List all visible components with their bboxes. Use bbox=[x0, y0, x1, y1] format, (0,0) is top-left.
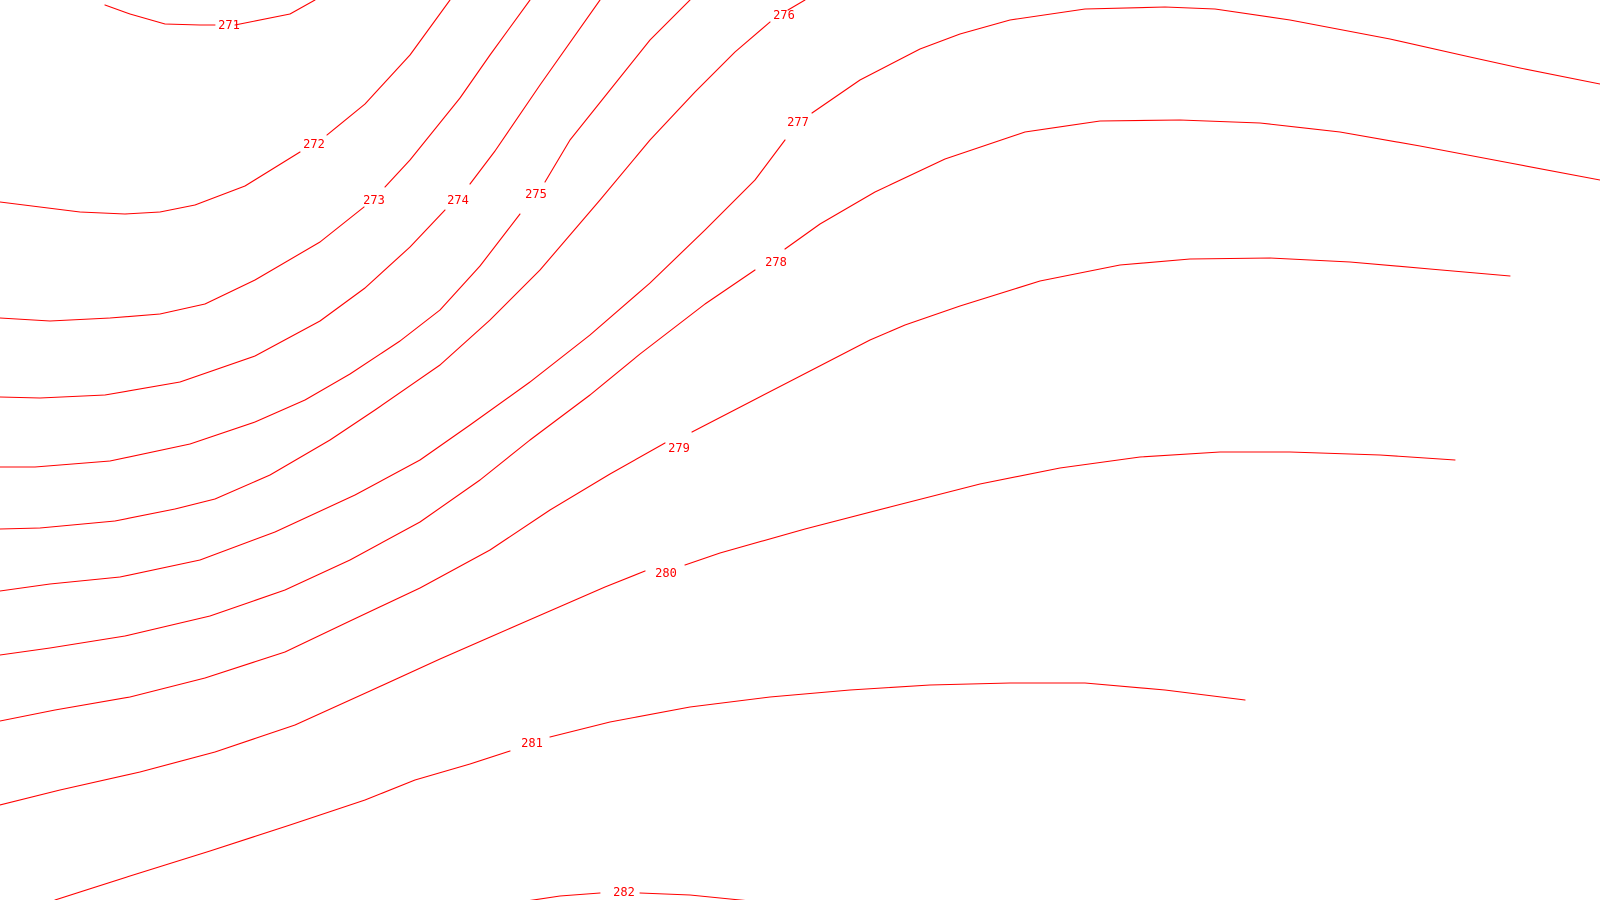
contour-label-271: 271 bbox=[218, 18, 240, 32]
contour-label-273: 273 bbox=[363, 193, 385, 207]
contour-line-271 bbox=[104, 0, 316, 26]
contour-line-280 bbox=[0, 451, 1456, 806]
contour-label-276: 276 bbox=[773, 8, 795, 22]
contour-label-277: 277 bbox=[787, 115, 809, 129]
contour-label-279: 279 bbox=[668, 441, 690, 455]
contour-line-279 bbox=[0, 257, 1511, 722]
contour-label-272: 272 bbox=[303, 137, 325, 151]
contour-line-278 bbox=[0, 119, 1600, 656]
contour-label-282: 282 bbox=[613, 885, 635, 899]
contour-line-272 bbox=[0, 0, 451, 215]
contour-line-275 bbox=[0, 0, 691, 468]
contour-line-276 bbox=[0, 0, 806, 530]
contour-line-282 bbox=[529, 892, 746, 900]
contour-label-278: 278 bbox=[765, 255, 787, 269]
contour-line-277 bbox=[0, 6, 1600, 592]
contour-label-274: 274 bbox=[447, 193, 469, 207]
contour-label-275: 275 bbox=[525, 187, 547, 201]
contour-line-273 bbox=[0, 0, 531, 322]
contour-line-274 bbox=[0, 0, 601, 399]
contour-label-280: 280 bbox=[655, 566, 677, 580]
contour-label-281: 281 bbox=[521, 736, 543, 750]
contour-line-281 bbox=[54, 682, 1246, 900]
